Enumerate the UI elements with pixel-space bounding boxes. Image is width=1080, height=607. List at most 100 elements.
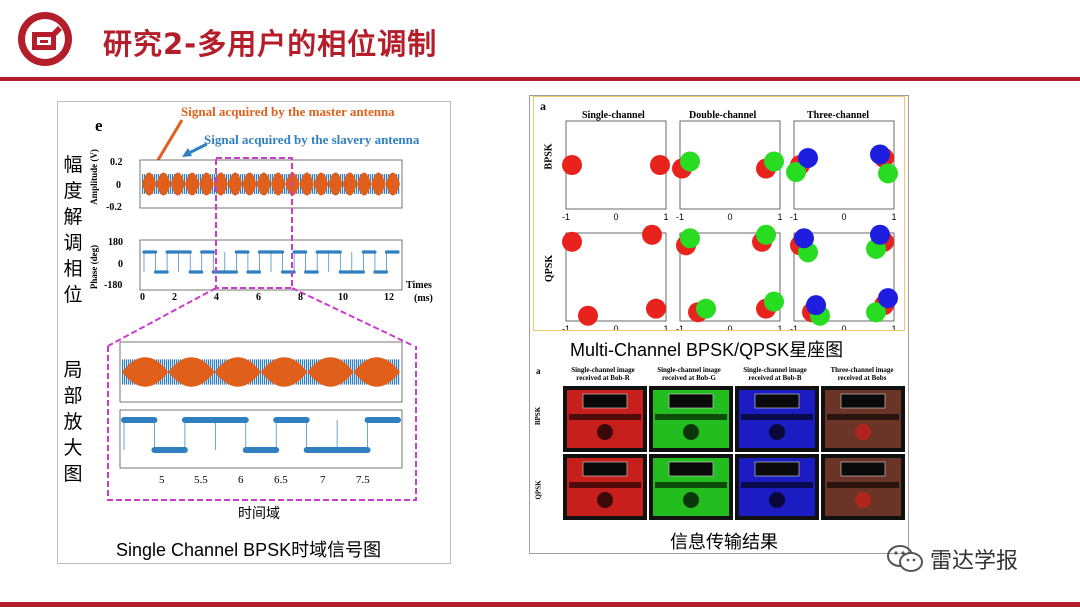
constellation-tick: 0: [727, 212, 732, 222]
constellation-tick: 0: [613, 212, 618, 222]
x-tick: 12: [384, 292, 394, 303]
master-signal-lobe: [242, 172, 257, 196]
constellation-tick: 0: [841, 212, 846, 222]
legend-master: Signal acquired by the master antenna: [181, 104, 395, 119]
col-title: Double-channel: [689, 110, 757, 121]
constellation-axes: [565, 120, 667, 210]
legend-slave: Signal acquired by the slavery antenna: [204, 132, 420, 147]
x-label-unit: (ms): [414, 293, 433, 304]
constellation-tick: 1: [891, 324, 896, 330]
constellation-cluster: [798, 147, 818, 168]
lantern: [683, 492, 699, 508]
zoom-x-tick: 7.5: [356, 474, 370, 486]
constellation-tick: -1: [562, 212, 570, 222]
constellation-cluster: [680, 228, 700, 249]
image-col-title: Three-channel image received at Bobs: [830, 366, 894, 382]
lantern: [597, 492, 613, 508]
constellation-cluster: [878, 288, 898, 309]
lantern: [597, 424, 613, 440]
constellation-cluster: [764, 291, 784, 312]
constellation-cluster: [870, 144, 890, 165]
constellation-cluster: [646, 298, 666, 319]
master-signal-lobe: [185, 172, 200, 196]
zoom-x-tick: 5: [159, 474, 165, 486]
side-char: 大: [63, 437, 83, 459]
constellation-cluster: [806, 295, 826, 316]
constellation-cluster: [756, 224, 776, 245]
panel-tag: a: [536, 366, 541, 376]
master-signal-lobe: [342, 172, 357, 196]
constellation-tick: -1: [562, 324, 570, 330]
constellation-cluster: [650, 155, 670, 175]
master-signal-lobe: [214, 357, 261, 387]
logo-icon: [16, 10, 74, 68]
x-tick: 6: [256, 292, 261, 303]
phase-tick: -180: [104, 280, 123, 291]
constellation-tick: 1: [663, 212, 668, 222]
amp-tick: 0: [116, 180, 121, 191]
gate-beam: [741, 482, 813, 488]
lantern: [855, 424, 871, 440]
lantern: [769, 492, 785, 508]
master-signal-lobe: [170, 172, 185, 196]
time-domain-plots: [107, 157, 417, 501]
master-signal-lobe: [371, 172, 386, 196]
zoom-x-tick: 6.5: [274, 474, 288, 486]
domain-label: 时间域: [238, 505, 280, 521]
x-tick: 8: [298, 292, 303, 303]
master-signal-lobe: [142, 172, 157, 196]
master-signal-lobe: [353, 357, 400, 387]
transmission-results: a Single-channel image received at Bob-R…: [533, 364, 905, 524]
constellation-tick: -1: [676, 324, 684, 330]
side-char: 放: [63, 411, 83, 433]
gate-beam: [827, 482, 899, 488]
constellation-tick: 1: [663, 324, 668, 330]
left-figure-panel: 幅 度 解 调 相 位 局 部 放 大 图 e Signal acquired …: [57, 101, 451, 564]
constellation-tick: 0: [613, 324, 618, 330]
master-signal-lobe: [385, 172, 400, 196]
zoom-x-tick: 7: [320, 474, 326, 486]
footer-bar: [0, 602, 1080, 607]
zoom-x-tick: 5.5: [194, 474, 208, 486]
side-char: 解: [63, 206, 83, 228]
constellation-tick: 0: [727, 324, 732, 330]
zoom-selection-box: [215, 157, 293, 289]
constellation-tick: 0: [841, 324, 846, 330]
constellation-cluster: [696, 298, 716, 319]
results-caption: 信息传输结果: [670, 532, 778, 552]
gate-beam: [569, 414, 641, 420]
constellation-tick: -1: [790, 212, 798, 222]
x-tick: 10: [338, 292, 348, 303]
x-tick: 2: [172, 292, 177, 303]
side-char: 局: [63, 359, 83, 381]
side-char: 调: [63, 232, 83, 254]
constellation-cluster: [866, 302, 886, 323]
side-char: 度: [63, 180, 83, 202]
master-signal-lobe: [328, 172, 343, 196]
right-figure-panel: a Single-channel Double-channel Three-ch…: [529, 95, 909, 554]
side-char: 部: [63, 385, 83, 407]
master-signal-lobe: [199, 172, 214, 196]
amp-tick: 0.2: [110, 157, 123, 168]
constellation-cluster: [794, 228, 814, 249]
wechat-icon: [887, 545, 923, 572]
constellation-tick: -1: [676, 212, 684, 222]
master-signal-lobe: [314, 172, 329, 196]
gate-plaque: [754, 461, 800, 477]
gate-plaque: [840, 393, 886, 409]
constellation-cluster: [562, 231, 582, 252]
gate-plaque: [582, 393, 628, 409]
master-signal-lobe: [213, 172, 228, 196]
amp-tick: -0.2: [106, 202, 122, 213]
col-title: Single-channel: [582, 110, 645, 121]
master-signal-lobe: [168, 357, 215, 387]
gate-plaque: [754, 393, 800, 409]
image-col-title: Single-channel image received at Bob-B: [743, 366, 807, 382]
master-signal-lobe: [299, 172, 314, 196]
master-signal-lobe: [271, 172, 286, 196]
lantern: [855, 492, 871, 508]
gate-plaque: [668, 393, 714, 409]
gate-beam: [655, 482, 727, 488]
constellation-cluster: [878, 163, 898, 184]
image-col-title: Single-channel image received at Bob-G: [657, 366, 721, 382]
